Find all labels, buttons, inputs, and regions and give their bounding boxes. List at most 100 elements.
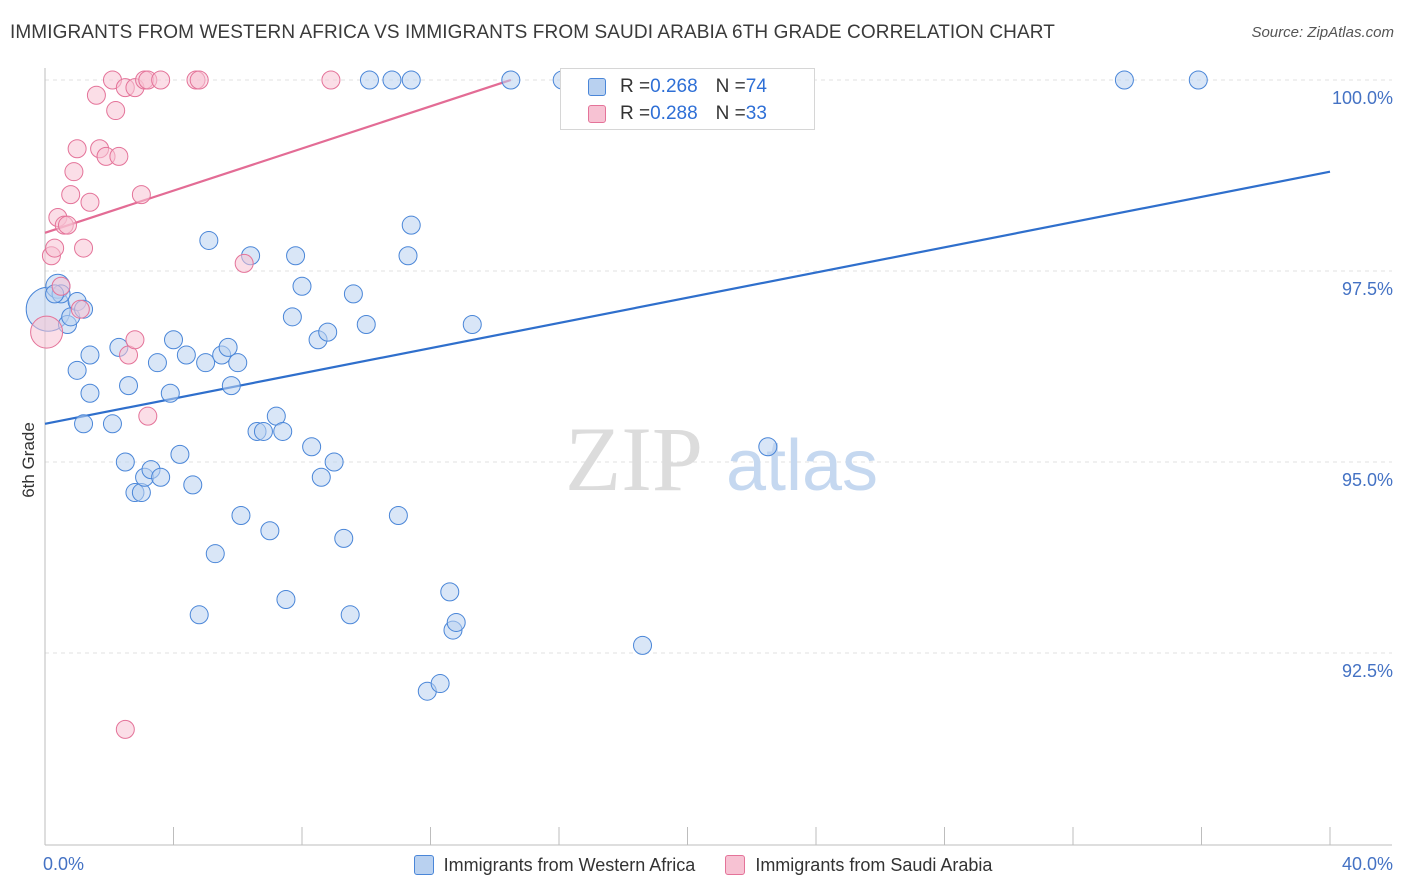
stats-legend: R = 0.268 N = 74 R = 0.288 N = 33 [560,68,815,130]
point-western-africa [758,437,778,457]
tick-labels: 92.5% 95.0% 97.5% 100.0% 0.0% 40.0% [43,88,1393,874]
point-western-africa [273,421,293,441]
point-western-africa [324,452,344,472]
point-western-africa [382,70,402,90]
point-western-africa [462,314,482,334]
legend-r-label: R = [620,103,651,124]
legend-r-label: R = [620,76,651,97]
point-western-africa [67,360,87,380]
point-western-africa [164,330,183,350]
point-western-africa [276,590,296,610]
point-western-africa [302,437,322,457]
point-western-africa [359,70,379,90]
point-saudi-arabia [189,70,209,90]
y-tick-label: 97.5% [1342,279,1393,299]
legend-swatch-blue [588,78,606,96]
point-western-africa [205,544,225,564]
point-western-africa [633,635,653,655]
point-western-africa [401,215,421,235]
source-label: Source: ZipAtlas.com [1251,24,1394,41]
legend-row-western-africa: R = 0.268 N = 74 [561,74,767,100]
trend-line-saudi-arabia [44,78,512,234]
y-tick-label: 100.0% [1332,88,1393,108]
point-saudi-arabia [67,139,87,159]
legend-item-western-africa[interactable]: Immigrants from Western Africa [413,851,696,879]
point-western-africa [286,246,306,266]
point-saudi-arabia [131,185,151,205]
point-western-africa [501,70,521,90]
point-western-africa [80,345,100,365]
point-western-africa [147,353,167,373]
point-western-africa [388,505,408,525]
watermark-zip: ZIP [565,408,703,510]
trend-line-western-africa [44,170,1331,425]
x-tick-label: 40.0% [1342,854,1393,874]
point-western-africa [282,307,302,327]
point-western-africa [440,582,460,602]
legend-row-saudi-arabia: R = 0.288 N = 33 [561,101,767,127]
point-western-africa [1114,70,1134,90]
legend-item-saudi-arabia[interactable]: Immigrants from Saudi Arabia [725,851,992,879]
legend-label: Immigrants from Western Africa [443,854,696,875]
point-western-africa [228,353,248,373]
point-saudi-arabia [321,70,341,90]
y-axis-title: 6th Grade [19,422,38,498]
gridlines [45,79,1392,654]
point-saudi-arabia [80,192,100,212]
legend-label: Immigrants from Saudi Arabia [755,854,993,875]
point-saudi-arabia [64,162,84,182]
data-points [25,70,1208,739]
point-saudi-arabia [61,185,81,205]
point-western-africa [1188,70,1208,90]
point-saudi-arabia [57,215,77,235]
point-saudi-arabia [125,330,145,350]
point-western-africa [151,467,171,487]
point-saudi-arabia [234,253,254,273]
point-western-africa [430,674,450,694]
point-saudi-arabia [30,315,64,349]
point-western-africa [115,452,135,472]
point-western-africa [221,376,241,396]
legend-r-value: 0.288 [650,103,698,124]
y-tick-label: 92.5% [1342,661,1393,681]
legend-n-value: 74 [745,76,767,97]
point-western-africa [183,475,203,495]
point-western-africa [356,314,376,334]
point-western-africa [334,528,354,548]
point-western-africa [311,467,331,487]
legend-r-value: 0.268 [650,76,698,97]
point-western-africa [74,414,94,434]
x-tick-label: 0.0% [43,854,84,874]
legend-swatch-blue [413,855,434,875]
point-saudi-arabia [106,101,126,121]
point-western-africa [231,505,251,525]
point-western-africa [102,414,122,434]
legend-n-value: 33 [745,103,767,124]
series-legend: Immigrants from Western Africa Immigrant… [0,851,1406,879]
point-western-africa [343,284,363,304]
axes [44,68,1392,846]
point-saudi-arabia [151,70,171,90]
point-western-africa [199,230,219,250]
point-western-africa [196,353,216,373]
chart-title: IMMIGRANTS FROM WESTERN AFRICA VS IMMIGR… [10,22,1055,43]
point-saudi-arabia [74,238,94,258]
y-tick-label: 95.0% [1342,470,1393,490]
point-western-africa [119,376,139,396]
point-western-africa [292,276,312,296]
point-western-africa [446,612,466,632]
point-saudi-arabia [51,276,71,296]
legend-swatch-pink [725,855,746,875]
watermark-atlas: atlas [726,426,878,506]
point-saudi-arabia [138,406,158,426]
point-western-africa [80,383,100,403]
point-western-africa [340,605,360,625]
point-western-africa [189,605,209,625]
point-western-africa [253,421,273,441]
point-western-africa [401,70,421,90]
point-western-africa [170,444,190,464]
point-western-africa [160,383,180,403]
point-western-africa [260,521,280,541]
point-western-africa [218,337,238,357]
